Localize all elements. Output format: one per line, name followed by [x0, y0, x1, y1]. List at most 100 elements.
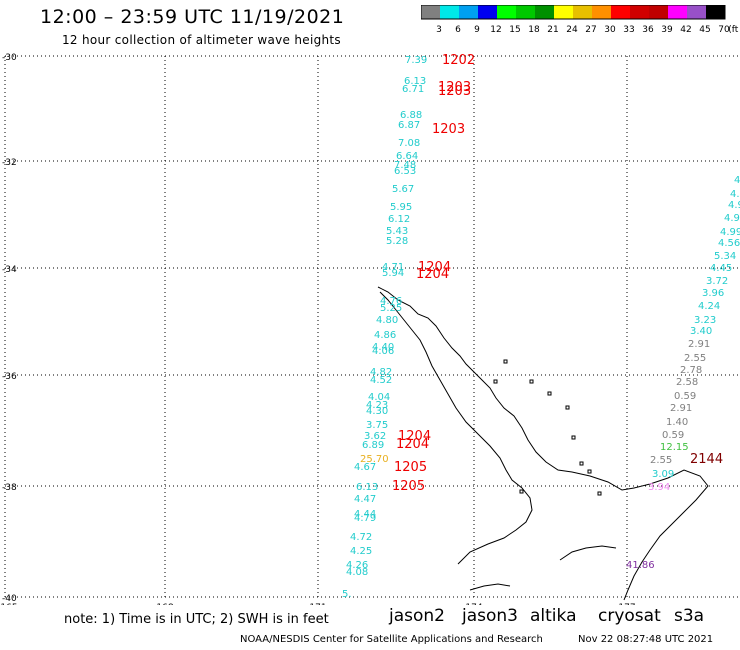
lat-lon-grid: [4, 55, 740, 598]
color-swatch: [611, 5, 630, 19]
pass-time-label: 1202: [442, 53, 475, 68]
wave-height-value: 6.12: [388, 214, 410, 225]
color-swatch: [573, 5, 592, 19]
wave-height-value: 4.71: [382, 262, 404, 273]
legend-s3a: s3a: [674, 606, 705, 626]
generated-timestamp: Nov 22 08:27:48 UTC 2021: [578, 634, 714, 645]
wave-height-value: 7.48: [394, 160, 416, 171]
color-swatch: [668, 5, 687, 19]
wave-height-value: 4.24: [698, 301, 720, 312]
color-scale-label: 33: [623, 25, 634, 35]
footnote: note: 1) Time is in UTC; 2) SWH is in fe…: [64, 612, 329, 627]
pass-time-label: 1204: [398, 429, 431, 444]
wave-height-value: 5.34: [714, 251, 736, 262]
wave-height-value: 4.82: [370, 367, 392, 378]
wave-height-value: 3.40: [690, 326, 712, 337]
wave-height-value: 6.53: [394, 166, 416, 177]
wave-height-value: 12.15: [660, 442, 689, 453]
longitude-label: 165: [0, 603, 17, 605]
color-scale-label: 9: [474, 25, 480, 35]
map-subtitle: 12 hour collection of altimeter wave hei…: [62, 33, 341, 47]
latitude-label: -40: [2, 594, 17, 604]
color-swatch: [459, 5, 478, 19]
wave-height-value: 3.72: [706, 276, 728, 287]
color-swatch: [535, 5, 554, 19]
wave-height-value: 0.59: [674, 391, 696, 402]
color-swatch: [516, 5, 535, 19]
color-swatch: [649, 5, 668, 19]
coastline-segment: [379, 291, 533, 565]
island: [503, 359, 508, 364]
island: [597, 491, 602, 496]
color-swatch: [421, 5, 440, 19]
wave-height-value: 3.94: [648, 482, 670, 493]
latitude-label: -30: [2, 53, 17, 63]
color-scale-label: 39: [661, 25, 673, 35]
wave-height-value: 2.55: [650, 455, 672, 466]
island: [519, 489, 524, 494]
wave-height-value: 2.78: [680, 365, 702, 376]
map-title: 12:00 – 23:59 UTC 11/19/2021: [40, 6, 345, 28]
color-scale-label: 70: [718, 25, 730, 35]
longitude-label: 174: [465, 603, 482, 605]
wave-height-value: 41.86: [626, 560, 655, 571]
wave-height-value: 4.56: [718, 238, 740, 249]
wave-height-value: 4.26: [346, 560, 368, 571]
wave-height-value: 1.40: [666, 417, 688, 428]
pass-time-label: 2144: [690, 452, 723, 467]
color-scale-label: 36: [642, 25, 654, 35]
color-scale-label: 18: [528, 25, 540, 35]
wave-height-value: 4.47: [354, 494, 376, 505]
latitude-label: -38: [2, 483, 17, 493]
wave-height-value: 4.94: [724, 213, 740, 224]
color-swatch: [554, 5, 573, 19]
coastline-segment: [377, 286, 709, 601]
wave-height-value: 6.71: [402, 84, 424, 95]
wave-height-value: 2.55: [684, 353, 706, 364]
wave-height-map: -30 -32 -34 -36 -38 -40165 168 171 174 177 7.39 6.…: [0, 53, 740, 605]
pass-time-label: 1203: [438, 80, 471, 95]
pass-time-label: 1204: [396, 437, 429, 452]
axis-labels: -30 -32 -34 -36 -38 -40165 168 171 174 177: [0, 53, 635, 605]
longitude-label: 168: [156, 603, 173, 605]
wave-height-value: 4.25: [350, 546, 372, 557]
color-scale-label: 27: [585, 25, 596, 35]
wave-height-value: 4.52: [370, 375, 392, 386]
wave-height-value: 3.96: [702, 288, 724, 299]
color-scale-label: 15: [509, 25, 520, 35]
legend-altika: altika: [530, 606, 577, 626]
legend-jason3: jason3: [462, 606, 518, 626]
color-swatch: [592, 5, 611, 19]
wave-height-value: 6.13: [356, 482, 378, 493]
coastline-segment: [559, 545, 617, 561]
latitude-label: -32: [2, 158, 17, 168]
legend-cryosat: cryosat: [598, 606, 661, 626]
pass-time-labels: 1202120312031203120412041204120412051205…: [392, 53, 723, 494]
wave-height-value: 4.80: [376, 315, 398, 326]
wave-height-value: 4.23: [366, 400, 388, 411]
wave-height-value: 4.08: [346, 567, 368, 578]
legend-jason2: jason2: [389, 606, 445, 626]
wave-height-value: 3.62: [364, 431, 386, 442]
island: [587, 469, 592, 474]
pass-time-label: 1205: [394, 460, 427, 475]
color-swatch: [497, 5, 516, 19]
coastline-segment: [469, 583, 511, 591]
latitude-label: -34: [2, 265, 17, 275]
color-scale-label: 12: [490, 25, 501, 35]
wave-height-value: 4.40: [372, 342, 394, 353]
color-scale-label: 21: [547, 25, 558, 35]
wave-height-value: 7.08: [398, 138, 420, 149]
color-scale-label: 3: [436, 25, 442, 35]
pass-time-label: 1203: [432, 122, 465, 137]
wave-height-value: 4.44: [354, 509, 376, 520]
wave-height-value: 4.99: [720, 227, 740, 238]
wave-height-value: 3.23: [694, 315, 716, 326]
color-scale-label: (ft): [728, 25, 739, 35]
pass-time-label: 1203: [438, 84, 471, 99]
wave-height-value: 4.76: [380, 296, 402, 307]
wave-height-value: 5.95: [390, 202, 412, 213]
color-swatch: [630, 5, 649, 19]
wave-height-value: 4.45: [710, 263, 732, 274]
